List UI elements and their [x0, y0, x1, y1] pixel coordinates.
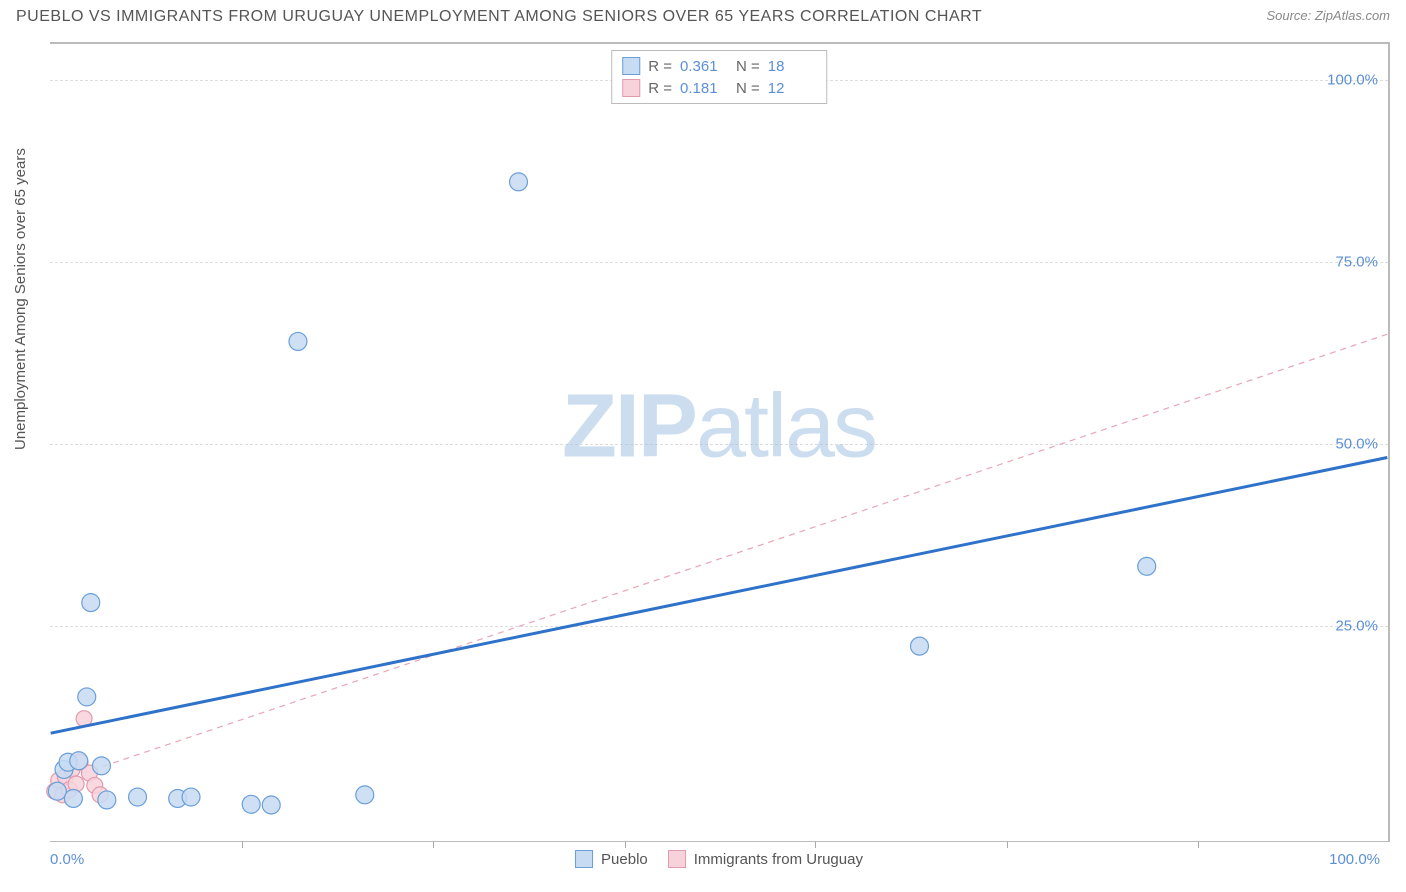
- chart-title: PUEBLO VS IMMIGRANTS FROM URUGUAY UNEMPL…: [16, 8, 982, 26]
- swatch-pink-icon: [668, 850, 686, 868]
- pueblo-point: [182, 788, 200, 806]
- legend-item-pueblo: Pueblo: [575, 850, 648, 868]
- x-tick-mark: [242, 842, 243, 848]
- n-value: 12: [768, 80, 816, 97]
- x-tick-mark: [815, 842, 816, 848]
- swatch-blue-icon: [622, 57, 640, 75]
- x-tick-mark: [1198, 842, 1199, 848]
- pueblo-point: [64, 789, 82, 807]
- series-legend: Pueblo Immigrants from Uruguay: [575, 850, 863, 868]
- pueblo-point: [356, 786, 374, 804]
- r-value: 0.181: [680, 80, 728, 97]
- legend-label: Immigrants from Uruguay: [694, 851, 863, 868]
- pueblo-point: [289, 332, 307, 350]
- pueblo-point: [48, 782, 66, 800]
- n-label: N =: [736, 80, 760, 97]
- legend-item-uruguay: Immigrants from Uruguay: [668, 850, 863, 868]
- chart-plot-area: 25.0%50.0%75.0%100.0% ZIPatlas R = 0.361…: [50, 42, 1390, 842]
- pueblo-point: [510, 173, 528, 191]
- pueblo-point: [98, 791, 116, 809]
- scatter-plot-svg: [50, 44, 1388, 842]
- x-tick-mark: [1007, 842, 1008, 848]
- pueblo-point: [70, 752, 88, 770]
- x-tick-mark: [625, 842, 626, 848]
- uruguay-trendline: [51, 334, 1388, 784]
- legend-row-uruguay: R = 0.181 N = 12: [622, 77, 816, 99]
- pueblo-point: [262, 796, 280, 814]
- y-axis-label: Unemployment Among Seniors over 65 years: [12, 148, 29, 450]
- pueblo-point: [242, 795, 260, 813]
- legend-label: Pueblo: [601, 851, 648, 868]
- pueblo-point: [911, 637, 929, 655]
- correlation-legend: R = 0.361 N = 18 R = 0.181 N = 12: [611, 50, 827, 104]
- r-label: R =: [648, 80, 672, 97]
- pueblo-point: [82, 594, 100, 612]
- n-label: N =: [736, 58, 760, 75]
- swatch-pink-icon: [622, 79, 640, 97]
- n-value: 18: [768, 58, 816, 75]
- pueblo-trendline: [51, 458, 1388, 734]
- x-axis-min-label: 0.0%: [50, 851, 84, 868]
- pueblo-point: [1138, 557, 1156, 575]
- x-axis-max-label: 100.0%: [1329, 851, 1380, 868]
- pueblo-point: [92, 757, 110, 775]
- x-tick-mark: [433, 842, 434, 848]
- legend-row-pueblo: R = 0.361 N = 18: [622, 55, 816, 77]
- source-attribution: Source: ZipAtlas.com: [1266, 8, 1390, 23]
- r-label: R =: [648, 58, 672, 75]
- swatch-blue-icon: [575, 850, 593, 868]
- r-value: 0.361: [680, 58, 728, 75]
- pueblo-point: [78, 688, 96, 706]
- pueblo-point: [129, 788, 147, 806]
